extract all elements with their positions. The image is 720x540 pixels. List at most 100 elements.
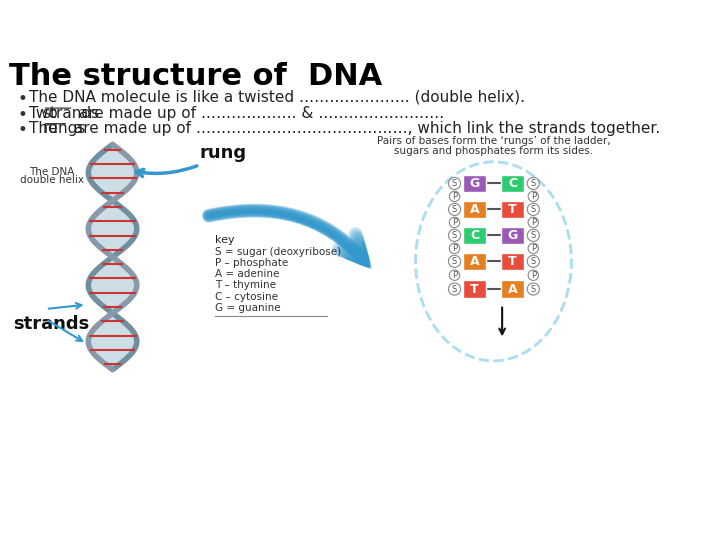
Text: S: S [531,179,536,188]
Polygon shape [96,244,129,245]
Polygon shape [97,301,128,302]
Polygon shape [102,248,124,249]
FancyArrowPatch shape [209,211,369,267]
Polygon shape [95,299,130,300]
Polygon shape [108,316,117,317]
Polygon shape [91,163,134,164]
Polygon shape [94,298,131,299]
FancyArrowPatch shape [209,211,366,262]
Polygon shape [89,223,135,224]
Polygon shape [109,315,117,316]
Polygon shape [93,161,132,162]
Polygon shape [105,205,120,206]
Text: T – thymine: T – thymine [215,280,276,291]
Text: P: P [531,244,536,253]
Polygon shape [107,260,118,261]
FancyArrowPatch shape [209,211,372,269]
Text: The structure of  DNA: The structure of DNA [9,62,382,91]
Polygon shape [89,347,135,348]
Polygon shape [94,272,131,273]
FancyBboxPatch shape [501,280,523,298]
Polygon shape [96,187,129,188]
Polygon shape [89,341,137,342]
Text: are made up of ………………. & …………………….: are made up of ………………. & ……………………. [74,105,444,120]
Polygon shape [89,289,136,290]
Text: T: T [508,255,517,268]
Polygon shape [93,273,132,274]
FancyArrowPatch shape [209,211,363,259]
Polygon shape [101,209,125,210]
Polygon shape [109,367,116,368]
Polygon shape [89,279,136,280]
Polygon shape [100,303,125,304]
Polygon shape [89,283,137,284]
Text: sugars and phosphates form its sides.: sugars and phosphates form its sides. [394,146,593,156]
Text: C: C [508,177,517,190]
Polygon shape [89,231,137,232]
Polygon shape [92,239,132,240]
FancyArrowPatch shape [210,212,369,267]
Polygon shape [96,300,129,301]
Polygon shape [92,183,133,184]
Polygon shape [94,328,131,329]
Polygon shape [94,354,130,355]
Polygon shape [89,172,137,173]
Polygon shape [89,339,137,340]
Polygon shape [93,353,132,354]
Text: S: S [452,231,457,240]
Polygon shape [106,318,120,319]
Polygon shape [91,182,133,183]
Text: strands: strands [13,315,89,333]
Polygon shape [91,349,135,350]
FancyBboxPatch shape [501,227,523,244]
Polygon shape [90,235,135,237]
Polygon shape [91,220,135,221]
Polygon shape [99,323,127,325]
Polygon shape [91,219,134,220]
Polygon shape [91,164,135,165]
Text: Pairs of bases form the ‘rungs’ of the ladder,: Pairs of bases form the ‘rungs’ of the l… [377,137,611,146]
Polygon shape [89,226,137,227]
Polygon shape [90,222,135,223]
Polygon shape [99,302,126,303]
Polygon shape [92,295,133,296]
Polygon shape [90,179,135,180]
Polygon shape [94,185,131,186]
Polygon shape [103,320,122,321]
Polygon shape [104,150,120,151]
Polygon shape [102,305,124,306]
Polygon shape [89,335,135,336]
Text: S: S [452,205,457,214]
Text: P: P [531,218,536,227]
Polygon shape [89,230,137,231]
Polygon shape [89,170,137,171]
Polygon shape [89,227,137,228]
Polygon shape [93,240,132,241]
Polygon shape [93,296,132,298]
Polygon shape [91,275,134,276]
Polygon shape [92,218,133,219]
Polygon shape [110,201,114,202]
Text: •: • [17,90,27,108]
Polygon shape [89,177,136,178]
FancyArrowPatch shape [209,211,371,268]
Polygon shape [97,357,127,358]
Polygon shape [89,173,137,174]
Text: P: P [452,244,457,253]
Polygon shape [106,195,120,197]
Text: rungs: rungs [42,121,86,136]
FancyArrowPatch shape [209,211,365,261]
Polygon shape [96,157,129,158]
Polygon shape [95,242,130,243]
FancyBboxPatch shape [463,175,486,192]
Polygon shape [102,249,123,250]
Polygon shape [89,225,136,226]
Polygon shape [89,224,136,225]
Text: key: key [215,235,234,245]
Polygon shape [102,208,124,209]
Polygon shape [109,311,116,312]
Polygon shape [99,267,127,268]
Polygon shape [106,149,120,150]
Polygon shape [89,343,137,344]
Polygon shape [92,330,133,331]
